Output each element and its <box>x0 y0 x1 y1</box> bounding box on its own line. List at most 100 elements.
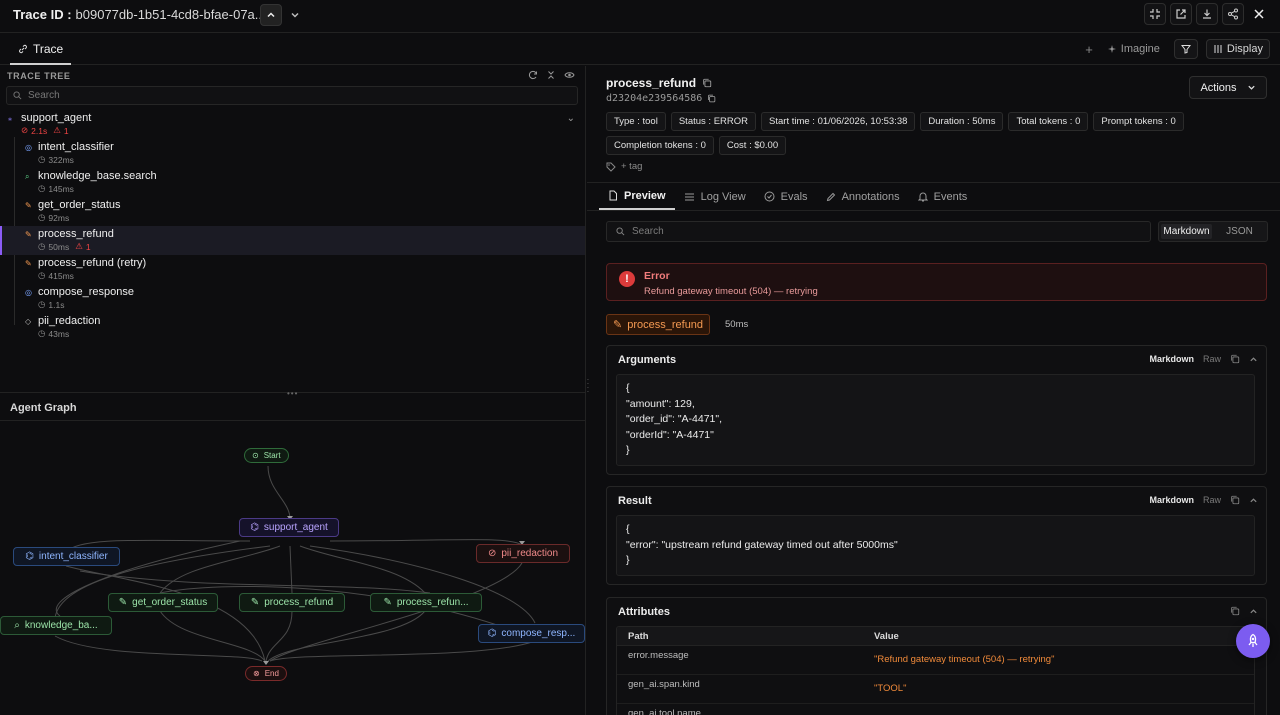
tab-evals[interactable]: Evals <box>755 183 817 210</box>
actions-dropdown[interactable]: Actions <box>1189 76 1267 99</box>
filter-button[interactable] <box>1173 39 1198 59</box>
tool-duration: 50ms <box>725 319 749 330</box>
raw-toggle[interactable]: Raw <box>1202 354 1221 364</box>
download-button[interactable] <box>1196 3 1218 25</box>
clock-icon: ◷ <box>38 328 46 338</box>
display-button[interactable]: Display <box>1205 39 1270 59</box>
top-actions <box>1144 3 1270 25</box>
preview-search-placeholder: Search <box>632 226 664 237</box>
tab-events[interactable]: Events <box>909 183 977 210</box>
tab-annotations[interactable]: Annotations <box>817 183 909 210</box>
format-markdown-button[interactable]: Markdown <box>1161 224 1212 239</box>
span-title: process_refund <box>606 76 712 90</box>
collapse-all-icon[interactable] <box>546 70 556 80</box>
card-controls: Markdown Raw <box>1149 354 1258 364</box>
graph-node-label: knowledge_ba... <box>24 620 98 631</box>
raw-toggle[interactable]: Raw <box>1202 495 1221 505</box>
tree-node[interactable]: ✎ process_refund (retry) ◷ 415ms <box>0 255 585 284</box>
arguments-title: Arguments <box>618 354 677 366</box>
copy-icon[interactable] <box>1230 354 1240 364</box>
copy-icon[interactable] <box>1230 495 1240 505</box>
collapse-button[interactable] <box>1144 3 1166 25</box>
stop-circle-icon: ⊗ <box>253 669 260 678</box>
graph-node-intent-classifier[interactable]: ⌬ intent_classifier <box>13 547 120 566</box>
agent-icon: ⌬ <box>250 522 259 533</box>
span-title-text: process_refund <box>606 76 697 90</box>
brain-icon: ⌬ <box>25 551 34 562</box>
tree-node[interactable]: ✎ get_order_status ◷ 92ms <box>0 197 585 226</box>
tree-node-root[interactable]: ⁎ support_agent ⊘ 2.1s ⚠ 1 ⌄ <box>0 110 585 139</box>
tree-node-name: support_agent <box>21 112 92 124</box>
tree-node-name: process_refund <box>38 228 114 240</box>
next-trace-button[interactable] <box>284 4 306 26</box>
tree-node-meta: ◷ 1.1s <box>38 299 65 310</box>
span-id: d23204e239564586 <box>606 93 716 104</box>
wrench-icon: ✎ <box>118 597 128 608</box>
assistant-fab-button[interactable] <box>1236 624 1270 658</box>
table-header: Path Value <box>617 627 1254 646</box>
link-icon <box>18 44 28 54</box>
resize-handle[interactable]: ••• <box>287 389 299 398</box>
tree-node-name: get_order_status <box>38 199 121 211</box>
trace-tree-search[interactable]: Search <box>6 86 578 105</box>
chevron-down-icon[interactable]: ⌄ <box>566 113 575 124</box>
graph-node-process-refund-retry[interactable]: ✎ process_refun... <box>370 593 482 612</box>
tree-node-meta: ◷ 43ms <box>38 328 69 339</box>
graph-node-compose-response[interactable]: ⌬ compose_resp... <box>478 624 585 643</box>
close-icon <box>1253 8 1265 20</box>
tree-node[interactable]: ◎ compose_response ◷ 1.1s <box>0 284 585 313</box>
tab-label: Annotations <box>841 190 900 203</box>
preview-search-input[interactable]: Search <box>606 221 1151 242</box>
chevron-up-icon[interactable] <box>1249 607 1258 616</box>
previous-trace-button[interactable] <box>260 4 282 26</box>
display-label: Display <box>1226 43 1263 55</box>
imagine-button[interactable]: Imagine <box>1101 39 1166 59</box>
tab-trace[interactable]: Trace <box>10 34 72 65</box>
shield-icon: ◇ <box>25 317 32 326</box>
tree-node[interactable]: ◇ pii_redaction ◷ 43ms <box>0 313 585 342</box>
plus-icon[interactable]: + <box>1085 41 1093 57</box>
markdown-toggle[interactable]: Markdown <box>1149 354 1194 364</box>
agent-graph: ⊙ Start ⌬ support_agent ⌬ intent_classifier… <box>0 421 586 715</box>
refresh-icon[interactable] <box>528 70 538 80</box>
open-external-button[interactable] <box>1170 3 1192 25</box>
share-button[interactable] <box>1222 3 1244 25</box>
format-json-button[interactable]: JSON <box>1226 226 1253 237</box>
bell-icon <box>917 191 928 202</box>
table-row[interactable]: gen_ai.span.kind "TOOL" <box>617 675 1254 704</box>
eye-icon[interactable] <box>564 70 575 80</box>
graph-edges <box>54 465 536 665</box>
wrench-icon: ✎ <box>25 201 32 210</box>
tree-node-selected[interactable]: ✎ process_refund ◷ 50ms ⚠ 1 <box>0 226 585 255</box>
vertical-resize-handle[interactable]: · · · · <box>586 375 590 396</box>
graph-node-get-order-status[interactable]: ✎ get_order_status <box>108 593 218 612</box>
chevron-down-icon <box>1247 83 1256 92</box>
copy-icon[interactable] <box>707 94 716 103</box>
tab-label: Log View <box>700 190 746 203</box>
external-link-icon <box>1175 8 1187 20</box>
imagine-label: Imagine <box>1120 43 1160 55</box>
tab-log-view[interactable]: Log View <box>675 183 755 210</box>
table-row[interactable]: error.message "Refund gateway timeout (5… <box>617 646 1254 675</box>
graph-node-process-refund[interactable]: ✎ process_refund <box>239 593 345 612</box>
tree-node[interactable]: ◎ intent_classifier ◷ 322ms <box>0 139 585 168</box>
card-controls: Markdown Raw <box>1149 495 1258 505</box>
graph-node-pii-redaction[interactable]: ⊘ pii_redaction <box>476 544 570 563</box>
trace-id-value: b09077db-1b51-4cd8-bfae-07a... <box>75 7 266 22</box>
tree-node-error-count: 1 <box>85 241 91 252</box>
graph-node-knowledge-base[interactable]: ⌕ knowledge_ba... <box>0 616 112 635</box>
table-row[interactable]: gen_ai.tool.name <box>617 704 1254 715</box>
copy-icon[interactable] <box>1230 606 1240 616</box>
add-tag-button[interactable]: + tag <box>621 161 643 172</box>
graph-node-start[interactable]: ⊙ Start <box>244 448 289 463</box>
chevron-up-icon[interactable] <box>1249 355 1258 364</box>
markdown-toggle[interactable]: Markdown <box>1149 495 1194 505</box>
chevron-up-icon[interactable] <box>1249 496 1258 505</box>
tab-preview[interactable]: Preview <box>599 183 675 210</box>
graph-node-end[interactable]: ⊗ End <box>245 666 287 681</box>
wrench-icon: ✎ <box>25 230 32 239</box>
copy-icon[interactable] <box>702 78 712 88</box>
tree-node[interactable]: ⌕ knowledge_base.search ◷ 145ms <box>0 168 585 197</box>
close-button[interactable] <box>1248 3 1270 25</box>
graph-node-agent[interactable]: ⌬ support_agent <box>239 518 339 537</box>
